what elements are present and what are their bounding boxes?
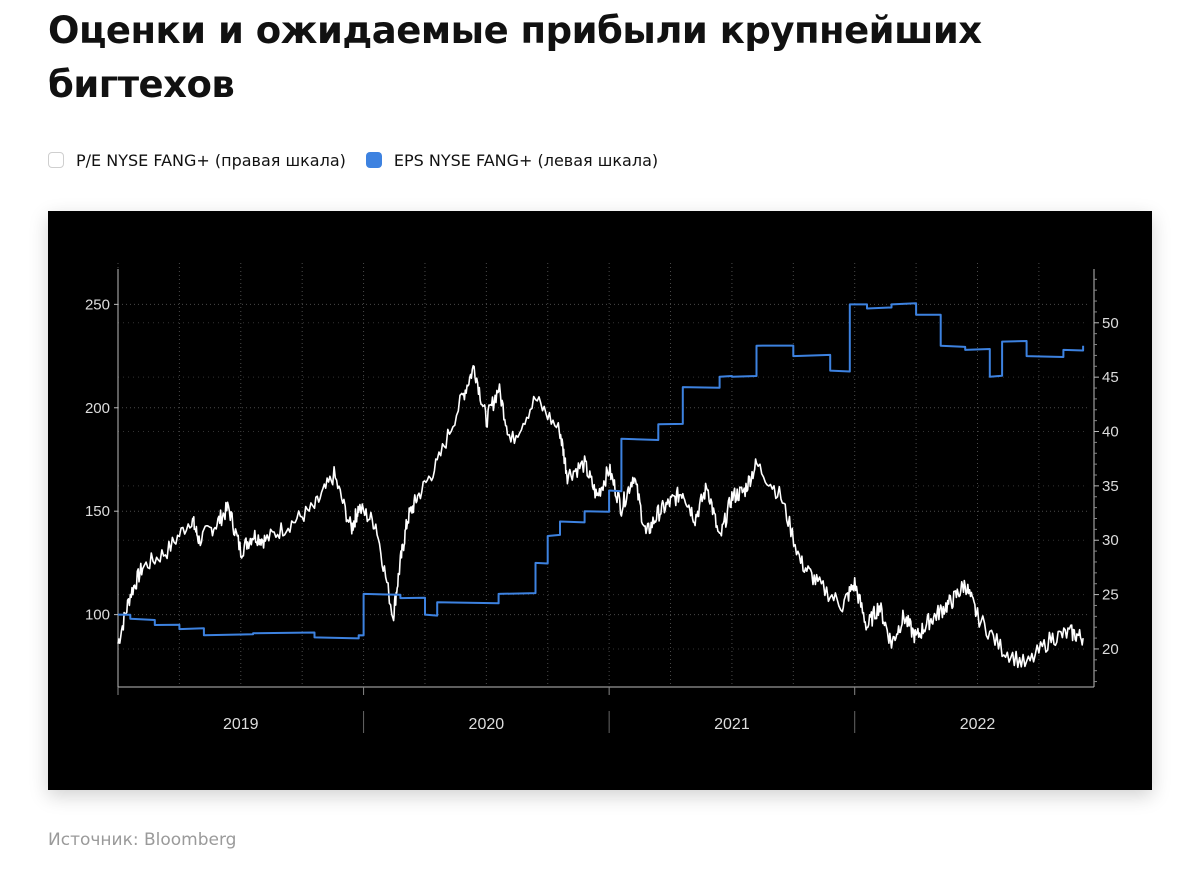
legend-swatch-pe (48, 152, 64, 168)
right-tick-label: 20 (1102, 641, 1119, 658)
left-tick-label: 100 (85, 607, 110, 624)
legend: P/E NYSE FANG+ (правая шкала) EPS NYSE F… (48, 148, 678, 172)
legend-item-eps[interactable]: EPS NYSE FANG+ (левая шкала) (365, 150, 659, 170)
left-tick-label: 150 (85, 503, 110, 520)
year-label: 2019 (223, 716, 259, 733)
right-tick-label: 50 (1102, 315, 1119, 332)
legend-swatch-eps (365, 152, 382, 168)
series-line-pe (117, 365, 1084, 669)
chart-svg: 100 150 200 250 20 25 30 35 40 45 50 2019 2020 2021 20… (85, 263, 1119, 733)
legend-label-eps: EPS NYSE FANG+ (левая шкала) (393, 150, 659, 170)
right-tick-label: 35 (1102, 478, 1119, 495)
legend-item-pe[interactable]: P/E NYSE FANG+ (правая шкала) (48, 151, 346, 170)
year-label: 2020 (469, 716, 505, 733)
source-note: Источник: Bloomberg (48, 830, 237, 850)
right-tick-label: 30 (1102, 532, 1119, 549)
legend-label-pe: P/E NYSE FANG+ (правая шкала) (76, 150, 346, 170)
right-tick-label: 40 (1102, 424, 1119, 441)
left-tick-label: 200 (85, 400, 110, 417)
chart-panel: 100 150 200 250 20 25 30 35 40 45 50 2019 2020 2021 20… (48, 211, 1152, 790)
right-tick-label: 25 (1102, 587, 1119, 604)
year-label: 2021 (714, 716, 750, 733)
year-label: 2022 (960, 716, 996, 733)
chart-title: Оценки и ожидаемые прибыли крупнейших би… (48, 9, 982, 106)
right-tick-label: 45 (1102, 369, 1119, 386)
left-tick-label: 250 (85, 296, 110, 313)
series-line-eps (117, 302, 1085, 640)
